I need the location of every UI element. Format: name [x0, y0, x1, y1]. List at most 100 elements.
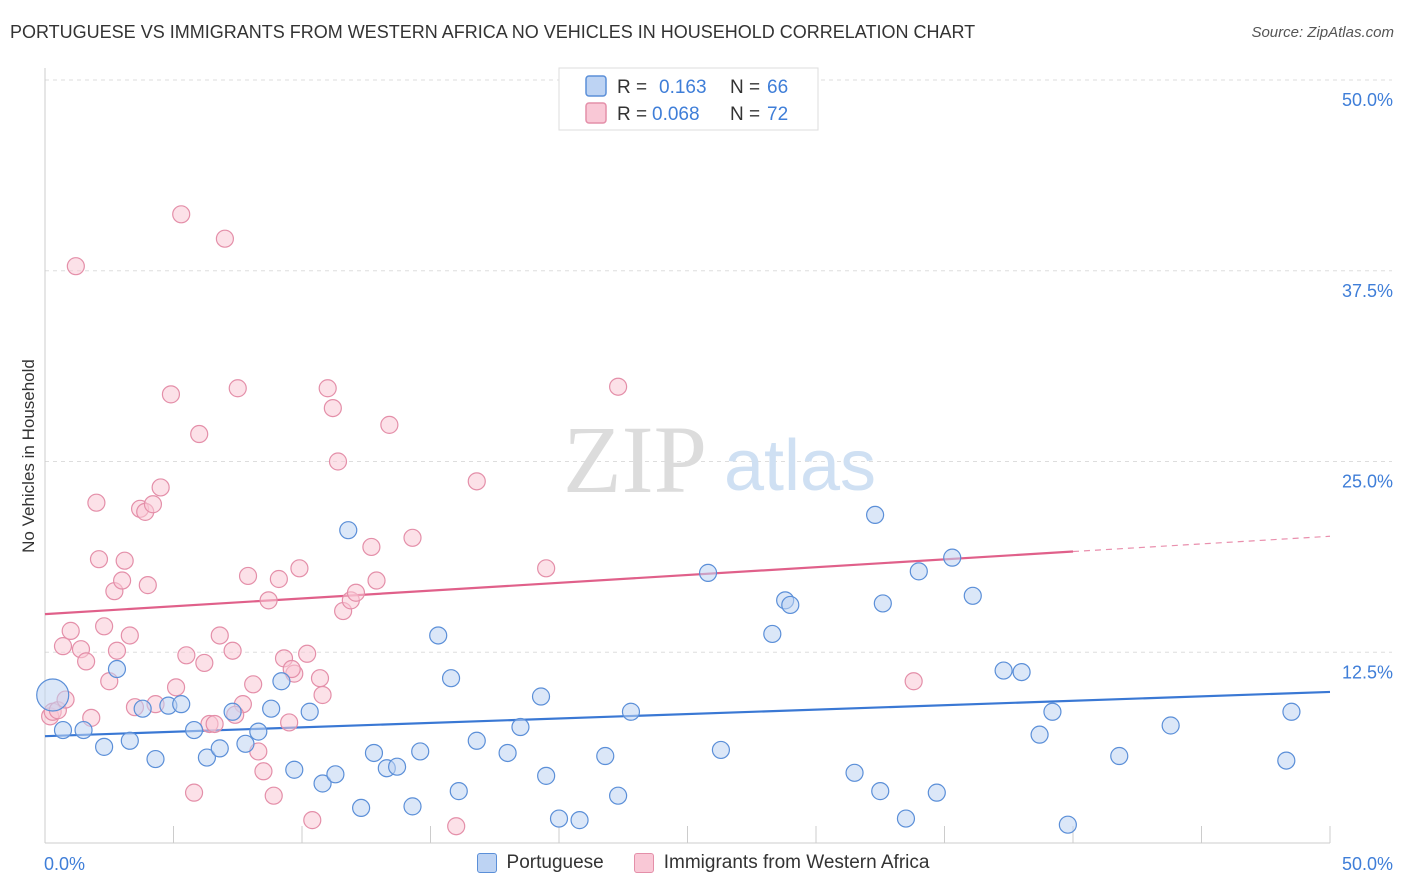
data-point-portuguese [107, 659, 127, 679]
data-point-portuguese [609, 786, 628, 805]
data-point-portuguese [498, 743, 517, 763]
legend-r-label-1: R = [617, 77, 647, 98]
data-point-portuguese [403, 797, 422, 816]
data-point-immigrants [323, 398, 342, 418]
data-point-portuguese [845, 763, 864, 782]
legend-item-immigrants: Immigrants from Western Africa [633, 852, 930, 874]
data-point-immigrants [228, 379, 247, 398]
legend-label-immigrants: Immigrants from Western Africa [663, 852, 930, 873]
stats-legend: R = 0.163 N = 66 R = 0.068 N = 72 [558, 67, 819, 131]
data-point-portuguese [339, 521, 358, 540]
y-tick-label: 25.0% [1342, 472, 1393, 492]
data-point-immigrants [269, 569, 288, 589]
legend-n-label-1: N = [730, 77, 760, 98]
data-point-immigrants [238, 566, 258, 586]
data-point-portuguese [223, 702, 242, 721]
y-axis-label: No Vehicles in Household [19, 359, 38, 553]
data-point-portuguese [387, 757, 407, 776]
data-point-immigrants [66, 257, 85, 276]
data-point-immigrants [303, 811, 322, 830]
data-point-portuguese [197, 748, 217, 767]
bottom-legend: Portuguese Immigrants from Western Afric… [0, 852, 1406, 874]
data-point-portuguese [36, 678, 70, 712]
data-point-portuguese [1161, 716, 1180, 735]
data-point-portuguese [133, 699, 152, 718]
data-point-portuguese [927, 783, 946, 802]
data-point-portuguese [1110, 746, 1129, 766]
trend-line-immigrants [44, 550, 1074, 616]
data-point-immigrants [318, 379, 337, 398]
data-point-portuguese [467, 731, 486, 750]
legend-n-value-1: 66 [767, 77, 788, 98]
data-point-immigrants [112, 571, 132, 590]
data-point-immigrants [280, 713, 299, 732]
legend-n-label-2: N = [730, 104, 760, 125]
data-point-portuguese [95, 737, 114, 756]
data-point-portuguese [531, 687, 551, 706]
y-tick-label: 37.5% [1342, 281, 1393, 301]
data-point-portuguese [249, 722, 268, 741]
data-point-immigrants [205, 714, 224, 734]
data-point-immigrants [244, 675, 263, 694]
watermark-atlas: atlas [724, 426, 876, 506]
data-point-portuguese [596, 746, 615, 766]
data-point-portuguese [909, 562, 928, 581]
data-point-portuguese [994, 661, 1013, 680]
data-point-immigrants [380, 415, 399, 434]
legend-label-portuguese: Portuguese [506, 852, 604, 873]
data-point-portuguese [698, 563, 718, 582]
data-point-immigrants [282, 659, 301, 679]
data-point-immigrants [254, 762, 273, 781]
data-point-immigrants [138, 576, 157, 595]
y-tick-label: 12.5% [1342, 662, 1393, 682]
data-point-immigrants [223, 641, 242, 660]
data-point-immigrants [362, 537, 381, 557]
data-point-portuguese [943, 548, 962, 567]
data-point-immigrants [313, 685, 332, 705]
data-point-immigrants [403, 528, 422, 547]
data-point-immigrants [215, 229, 234, 248]
data-point-immigrants [447, 817, 466, 836]
data-point-immigrants [89, 550, 109, 569]
data-point-immigrants [298, 644, 317, 663]
data-point-immigrants [151, 478, 170, 497]
grid-lines [45, 79, 1392, 653]
data-point-immigrants [95, 617, 114, 636]
data-point-portuguese [781, 595, 800, 615]
data-point-immigrants [290, 559, 309, 578]
data-point-immigrants [120, 626, 139, 645]
data-point-immigrants [143, 495, 163, 514]
data-point-portuguese [364, 743, 384, 763]
data-point-portuguese [262, 699, 281, 718]
data-point-immigrants [210, 626, 229, 645]
data-point-portuguese [210, 739, 229, 758]
legend-r-value-2: 0.068 [652, 104, 700, 125]
legend-swatch-immigrants [633, 853, 654, 873]
data-point-portuguese [711, 740, 731, 760]
data-point-immigrants [53, 637, 73, 656]
data-point-portuguese [621, 702, 641, 721]
watermark-zip: ZIP [563, 406, 707, 513]
data-point-portuguese [1030, 725, 1049, 744]
data-point-portuguese [511, 717, 530, 737]
data-point-immigrants [609, 377, 628, 396]
data-point-portuguese [172, 695, 191, 714]
data-point-portuguese [1012, 662, 1031, 682]
data-point-portuguese [896, 809, 916, 828]
data-point-portuguese [763, 624, 782, 644]
data-point-portuguese [74, 720, 93, 740]
data-point-immigrants [77, 652, 96, 671]
data-point-portuguese [272, 672, 291, 691]
data-point-portuguese [326, 765, 345, 784]
data-point-portuguese [120, 731, 139, 750]
data-point-immigrants [61, 621, 80, 640]
x-tick-label: 50.0% [1342, 854, 1393, 874]
watermark: ZIP atlas [563, 406, 876, 513]
data-point-portuguese [429, 626, 448, 645]
legend-item-portuguese: Portuguese [476, 852, 604, 874]
data-point-immigrants [107, 641, 127, 660]
data-point-immigrants [367, 571, 386, 590]
stats-legend-swatch-blue [585, 75, 607, 97]
series-immigrants-points [41, 205, 923, 836]
